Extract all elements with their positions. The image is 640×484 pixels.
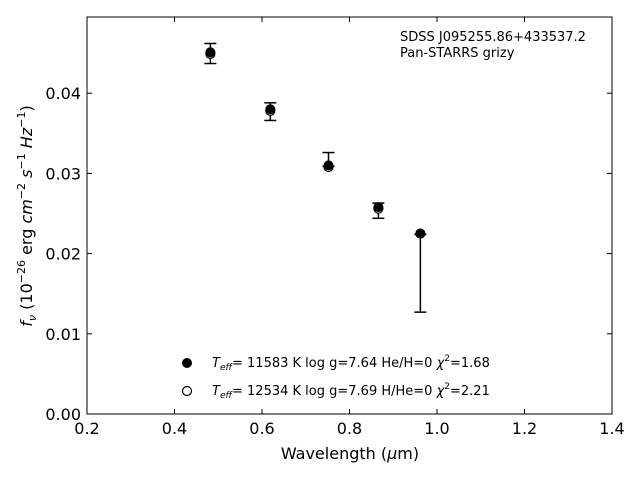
x-tick-label: 1.2 [512,419,537,438]
model-point-filled [323,160,334,171]
annotation-survey: Pan-STARRS grizy [400,46,515,61]
model-point-filled [205,47,216,58]
x-tick-label: 1.4 [599,419,624,438]
x-tick-label: 0.8 [337,419,362,438]
x-tick-label: 1.0 [424,419,449,438]
x-tick-label: 0.6 [249,419,274,438]
plot-layer: 0.2 0.4 0.6 0.8 1.0 1.2 1.4 0.00 0.01 0.02 0.03 0.0… [45,16,625,438]
legend-marker-open [181,385,193,397]
x-axis-label: Wavelength (μm) [281,444,419,463]
x-tick-label: 0.4 [162,419,187,438]
legend-label-open: Teff= 12534 K log g=7.69 H/He=0 χ2=2.21 [212,382,490,401]
plot-frame [86,16,613,415]
annotation-object-name: SDSS J095255.86+433537.2 [400,30,586,45]
x-tick-label: 0.2 [74,419,99,438]
y-tick-label: 0.01 [45,325,81,344]
legend-marker-filled [182,358,192,368]
y-tick-label: 0.03 [45,164,81,183]
y-tick-label: 0.02 [45,245,81,264]
y-tick-label: 0.04 [45,84,81,103]
model-point-filled [265,104,276,115]
legend: Teff= 11583 K log g=7.64 He/H=0 χ2=1.68 … [181,354,490,401]
model-point-filled [373,202,384,213]
legend-label-filled: Teff= 11583 K log g=7.64 He/H=0 χ2=1.68 [212,354,490,373]
y-axis-label: fν (10−26 erg cm−2 s−1 Hz−1) [15,105,39,326]
y-tick-label: 0.00 [45,405,81,424]
model-point-filled [415,228,426,239]
